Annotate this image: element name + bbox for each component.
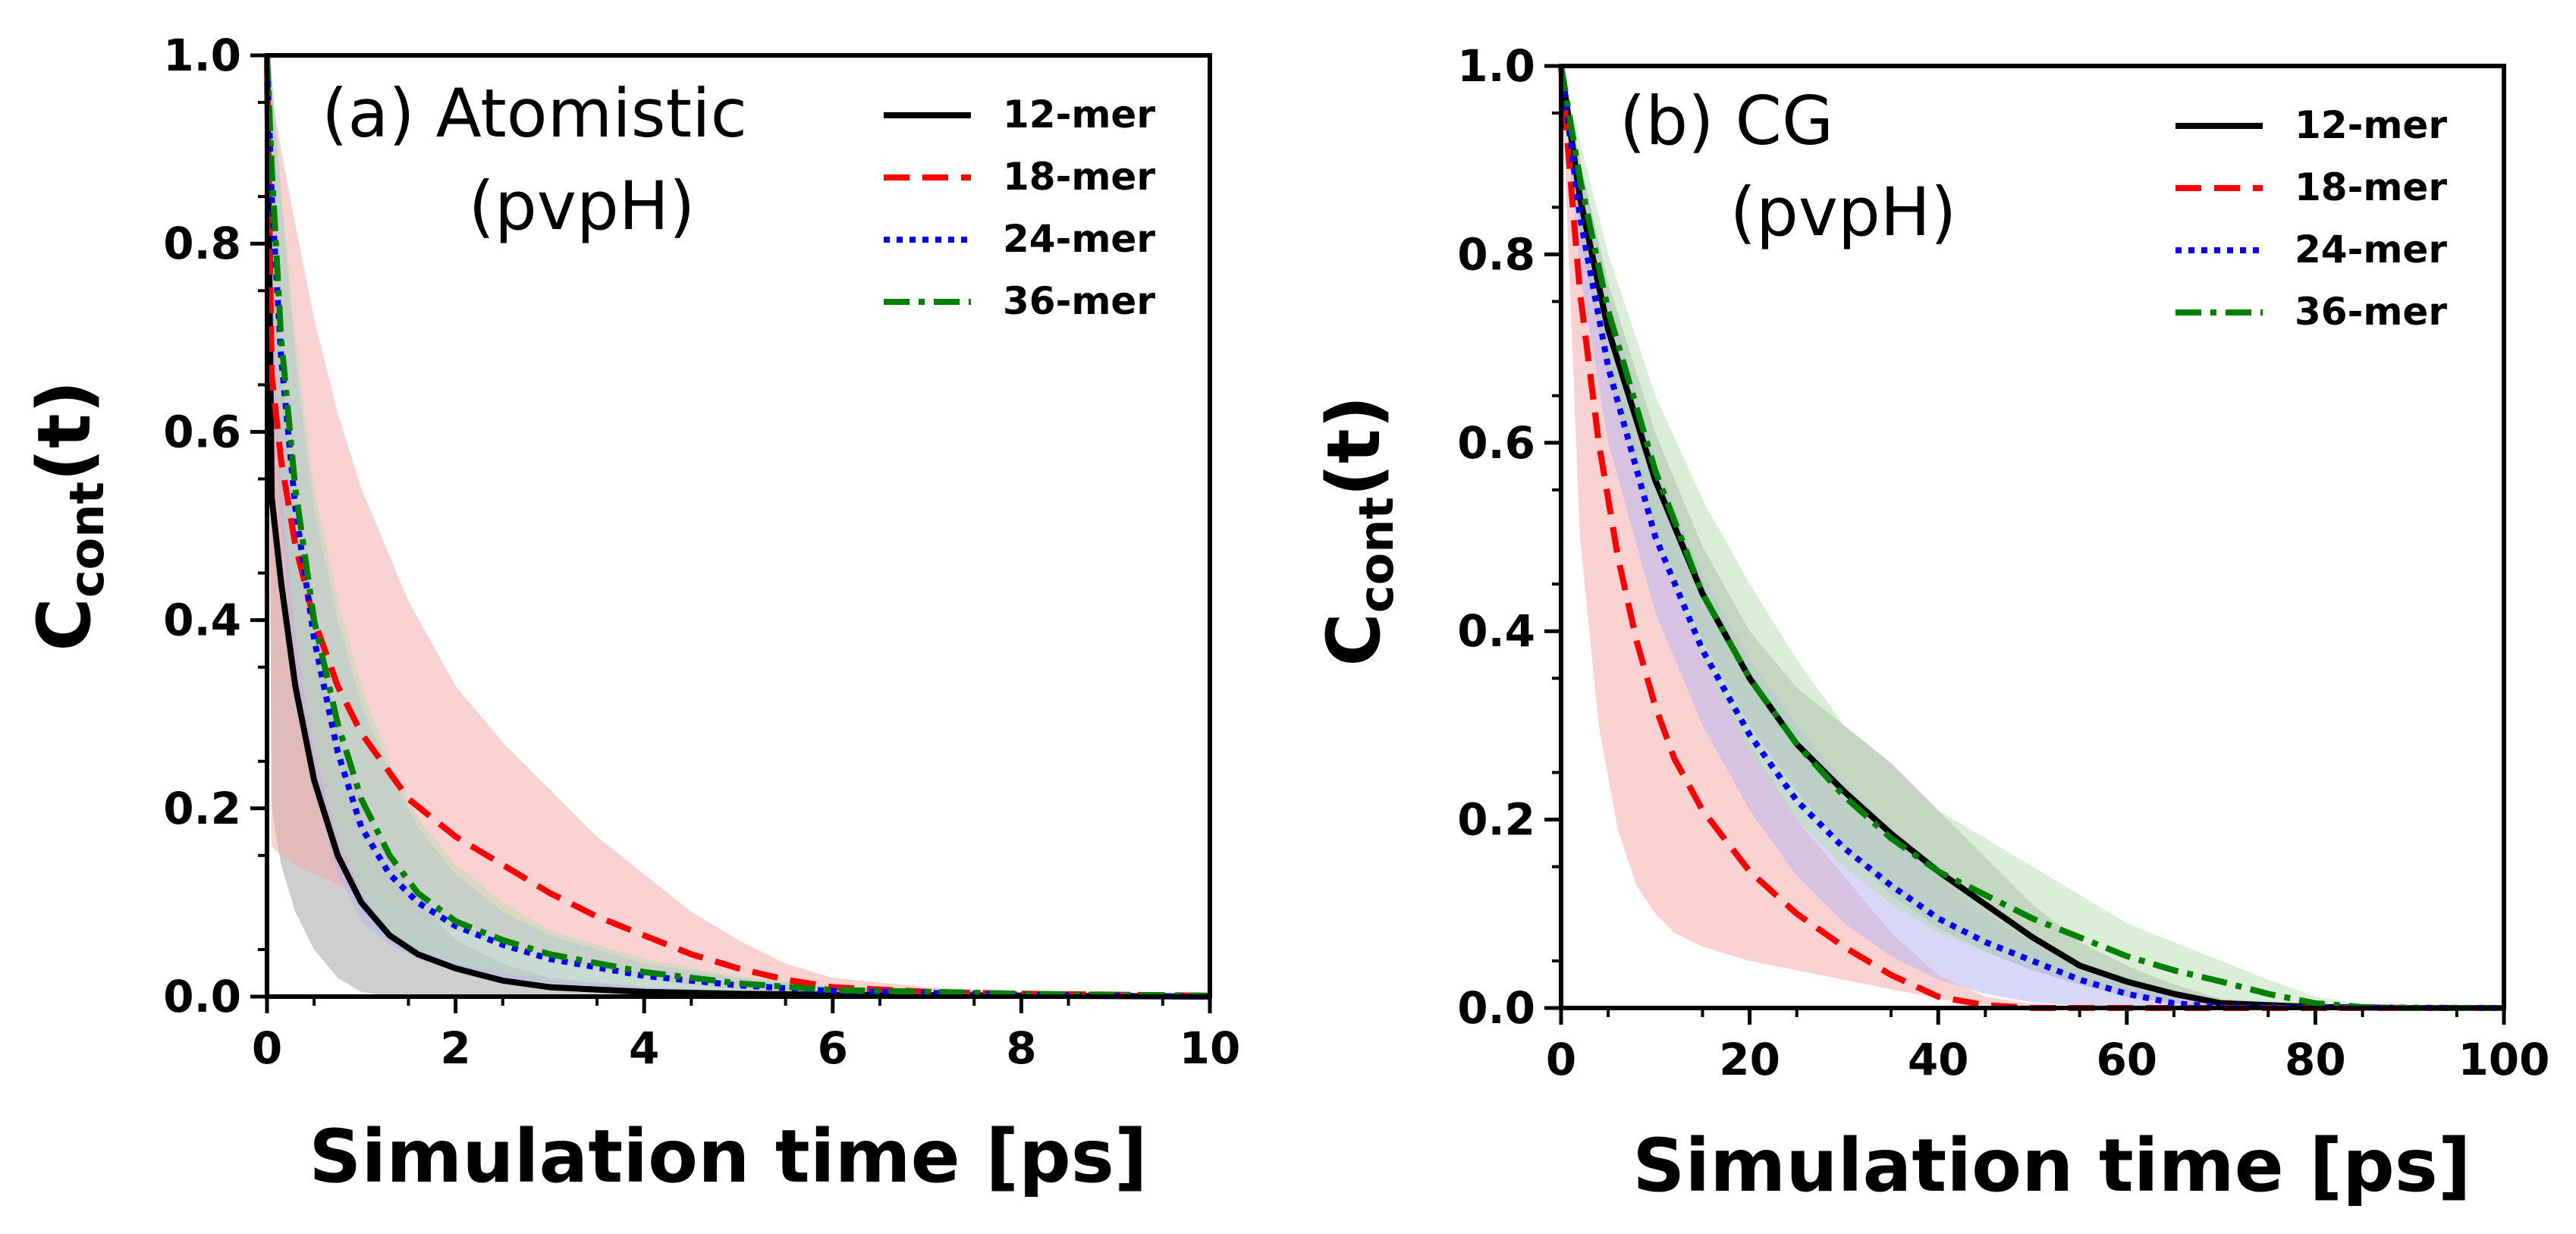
panel-b-x-tick-label: 100 [2458,1034,2549,1085]
panel-a-x-tick-label: 0 [252,1022,282,1074]
panel-b-band-18-mer [1561,66,2504,1008]
panel-b-y-tick-label: 0.6 [1457,417,1535,469]
panel-a-x-tick-label: 10 [1180,1022,1241,1074]
panel-a-y-tick-label: 0.2 [163,783,241,834]
panel-a-y-tick-label: 0.8 [163,218,241,269]
panel-a-plot-frame [265,53,1212,999]
panel-b-x-tick-label: 80 [2285,1034,2346,1085]
panel-a-title-line2: (pvpH) [469,167,696,245]
panel-a-y-tick-label: 1.0 [163,30,241,81]
panel-a-atomistic: 0 2 4 6 8 100.00.20.40.60.81.0 (a) Atomistic … [22,30,1240,1199]
panel-a-legend-label-12-mer: 12-mer [1003,93,1155,137]
panel-a-line-12-mer [264,55,1211,1000]
panel-a-lines [264,55,1211,1000]
panel-b-x-tick-label: 60 [2096,1034,2157,1085]
panel-b-y-tick-label: 0.8 [1457,228,1535,280]
panel-b-legend-label-24-mer: 24-mer [2295,228,2447,272]
panel-a-x-tick-label: 2 [440,1022,470,1074]
panel-b-tick-labels: 0 20 40 60 80 100 0.0 0.2 0.4 0.6 0.8 1.0 [1457,40,2549,1085]
panel-a-legend-label-18-mer: 18-mer [1003,155,1155,199]
panel-a-legend-label-36-mer: 36-mer [1003,279,1155,323]
panel-b-title-line1: (b) CG [1619,82,1833,160]
panel-b-legend-label-12-mer: 12-mer [2295,103,2447,147]
panel-b-cg: 0 20 40 60 80 100 0.0 0.2 0.4 0.6 0.8 1.0 (b) CG (p… [1312,40,2550,1208]
panel-b-bands [1561,66,2504,1008]
panel-b-legend: 12-mer 18-mer 24-mer 36-mer [2175,103,2447,334]
panel-a-legend: 12-mer 18-mer 24-mer 36-mer [884,93,1155,323]
panel-a-y-tick-label: 0.0 [163,971,241,1022]
panel-b-title-line2: (pvpH) [1730,173,1957,251]
panel-b-y-tick-label: 0.2 [1457,794,1535,846]
panel-b-y-axis-label: Ccont(t) [1312,395,1404,666]
panel-a-title-line1: (a) Atomistic [322,74,747,152]
panel-a-line-18-mer [264,55,1211,999]
panel-a-x-tick-label: 4 [629,1022,659,1074]
panel-b-plot-frame [1559,64,2506,1010]
panel-b-x-tick-label: 20 [1719,1034,1780,1085]
panel-b-y-tick-label: 0.0 [1457,982,1535,1034]
panel-b-line-36-mer [1558,65,2504,1011]
panel-b-x-tick-label: 0 [1546,1034,1576,1085]
panel-a-x-tick-label: 6 [818,1022,848,1074]
panel-a-y-tick-label: 0.4 [163,595,241,646]
panel-b-x-axis-label: Simulation time [ps] [1632,1123,2471,1208]
panel-a-x-tick-label: 8 [1006,1022,1036,1074]
panel-a-line-36-mer [264,55,1211,999]
panel-a-legend-label-24-mer: 24-mer [1003,217,1155,261]
panel-b-y-tick-label: 1.0 [1457,40,1535,92]
panel-b-x-tick-label: 40 [1908,1034,1969,1085]
panel-b-band-36-mer [1561,66,2504,1008]
panel-b-legend-label-18-mer: 18-mer [2295,165,2447,209]
panel-a-tick-labels: 0 2 4 6 8 10 0.0 0.2 0.4 0.6 0.8 1.0 [163,30,1240,1074]
panel-a-y-axis-label: Ccont(t) [22,380,115,651]
panel-a-x-axis-label: Simulation time [ps] [309,1114,1148,1199]
panel-a-band-18-mer [267,55,1210,997]
panel-b-y-tick-label: 0.4 [1457,605,1535,657]
panel-a-y-tick-label: 0.6 [163,406,241,457]
panel-b-legend-label-36-mer: 36-mer [2295,290,2447,334]
